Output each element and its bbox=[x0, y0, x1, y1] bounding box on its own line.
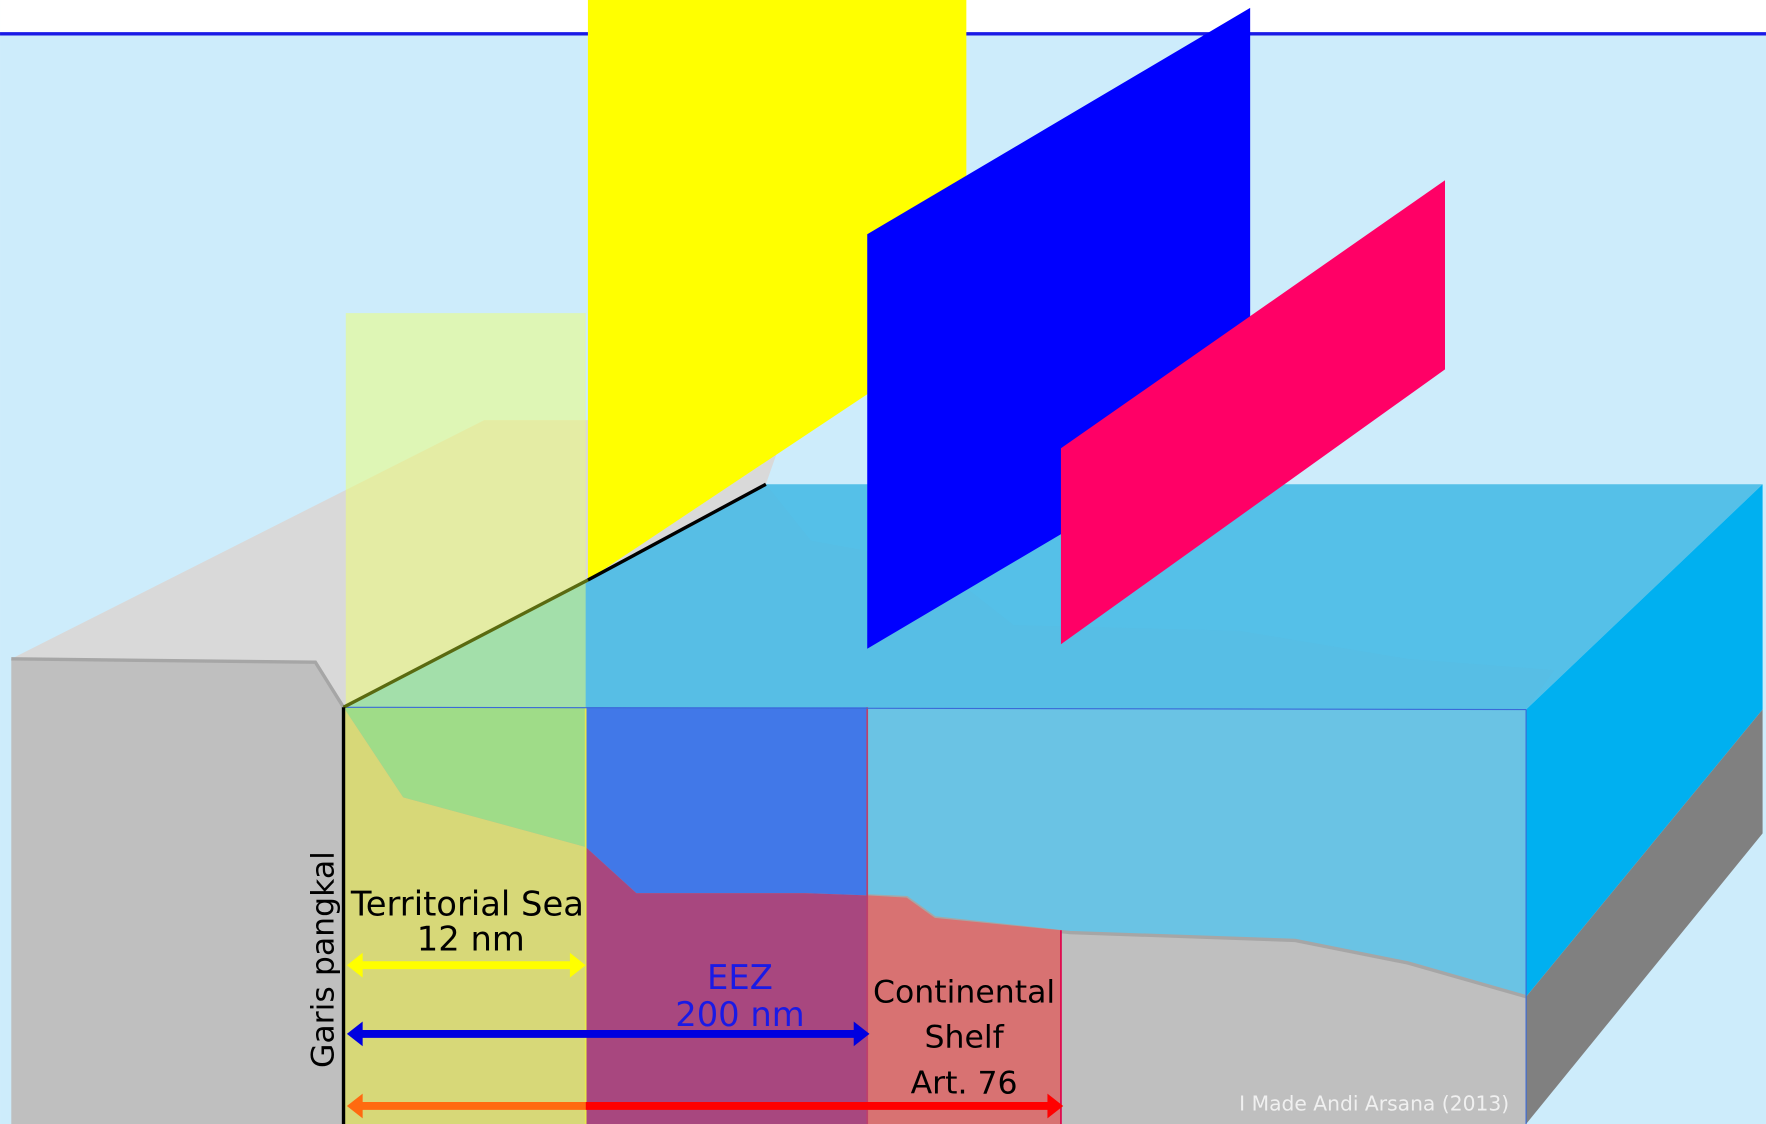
ts-distance: 12 nm bbox=[417, 920, 525, 959]
baseline-label: Garis pangkal bbox=[305, 851, 341, 1068]
maritime-zones-diagram: Garis pangkal Territorial Sea 12 nm EEZ … bbox=[0, 0, 1766, 1124]
shelf-label: Shelf bbox=[924, 1019, 1004, 1055]
territorial-sea-plane bbox=[346, 313, 586, 707]
land-front bbox=[11, 659, 343, 1124]
ts-label: Territorial Sea bbox=[350, 885, 584, 924]
eez-water bbox=[586, 707, 868, 895]
eez-label: EEZ bbox=[707, 958, 773, 997]
eez-distance: 200 nm bbox=[675, 995, 804, 1034]
shelf-label: Art. 76 bbox=[911, 1066, 1018, 1102]
shelf-label: Continental bbox=[873, 974, 1055, 1010]
credit: I Made Andi Arsana (2013) bbox=[1239, 1091, 1509, 1115]
